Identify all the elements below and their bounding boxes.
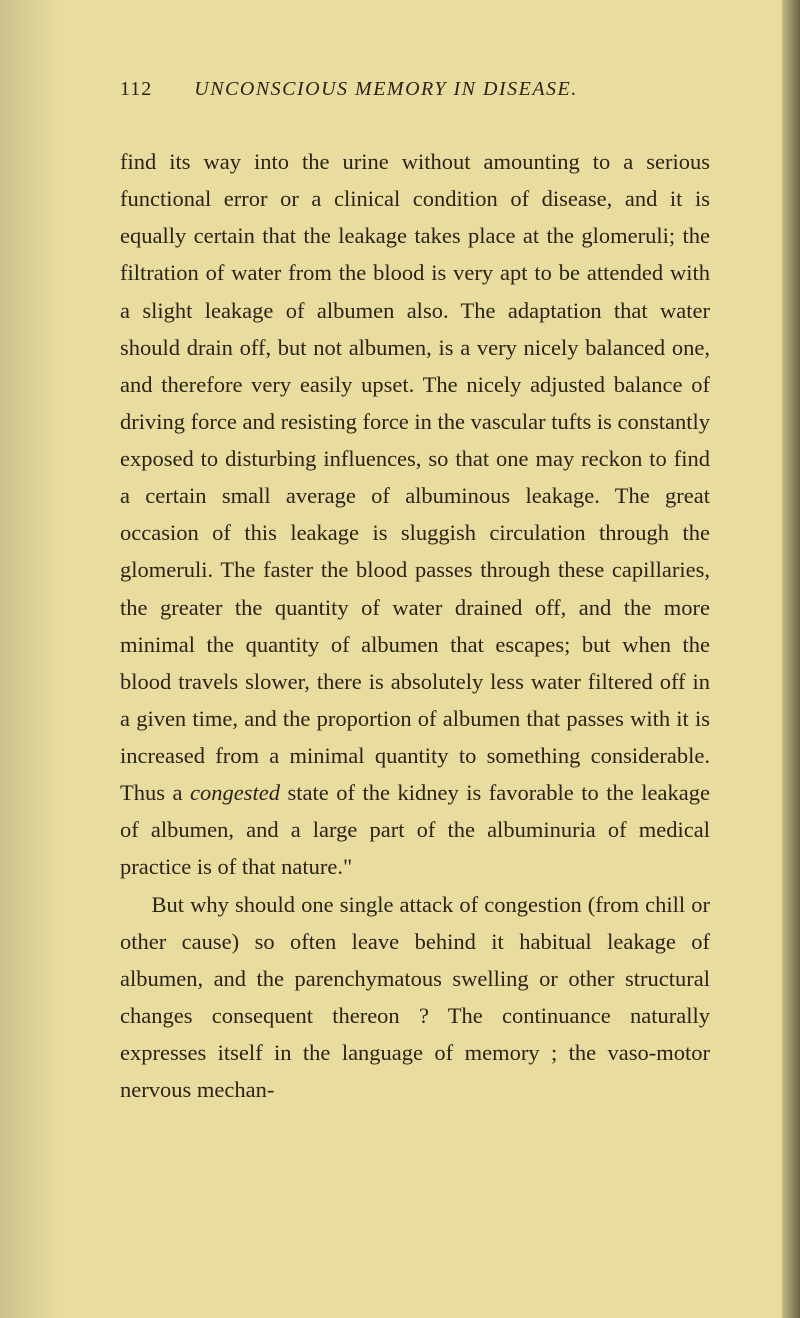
page-header: 112 UNCONSCIOUS MEMORY IN DISEASE. xyxy=(120,78,710,101)
paragraph-2: But why should one single attack of cong… xyxy=(120,886,710,1109)
paragraph-continuation: find its way into the urine without amou… xyxy=(120,143,710,886)
para-0-a: find its way into the urine without amou… xyxy=(120,149,710,805)
running-title: UNCONSCIOUS MEMORY IN DISEASE. xyxy=(194,78,578,100)
italic-congested: congested xyxy=(190,780,280,805)
page-number: 112 xyxy=(120,78,152,101)
body-text: find its way into the urine without amou… xyxy=(120,143,710,1108)
page-shadow-left xyxy=(0,0,60,1318)
book-page: 112 UNCONSCIOUS MEMORY IN DISEASE. find i… xyxy=(0,0,800,1318)
